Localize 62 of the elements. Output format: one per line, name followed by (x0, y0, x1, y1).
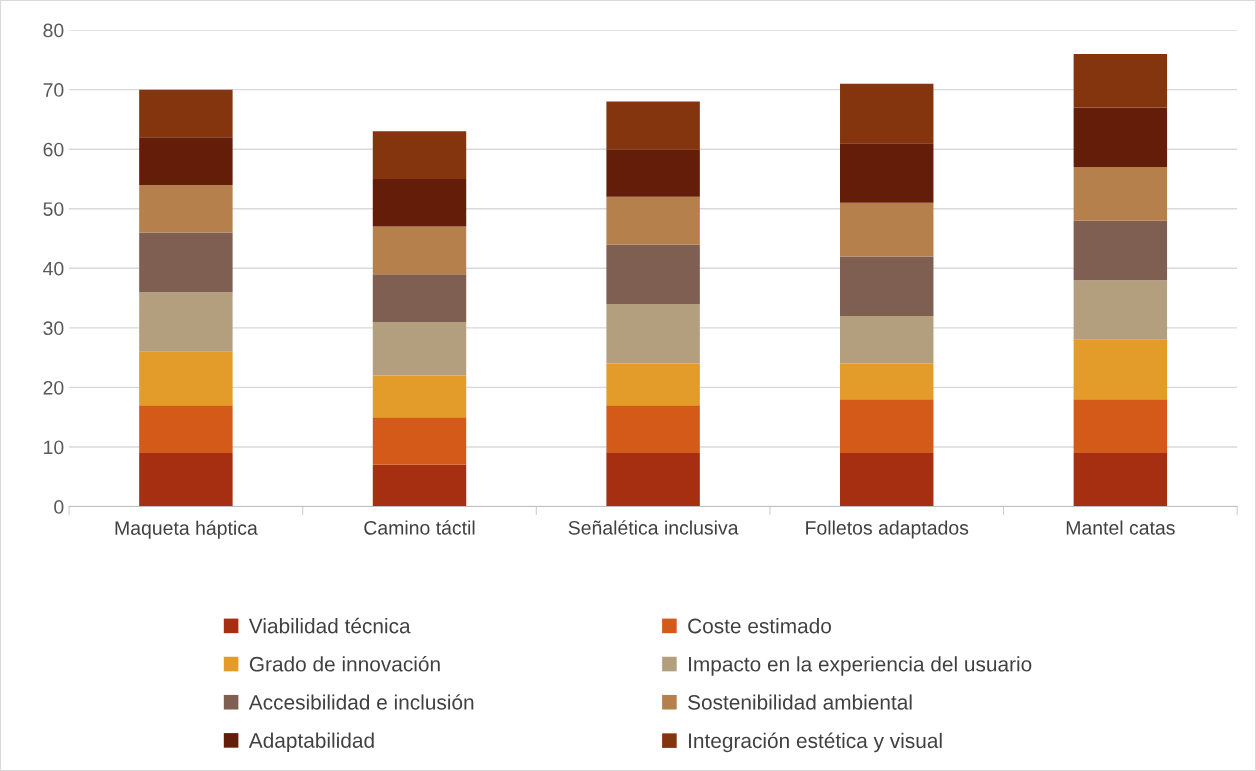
bar (606, 452, 700, 507)
bar (840, 315, 934, 364)
y-tick-label: 0 (54, 500, 64, 514)
bar (372, 375, 467, 418)
legend-label: Impacto en la experiencia del usuario (689, 656, 1032, 676)
bar (139, 452, 233, 507)
bar (840, 399, 934, 453)
bar (372, 131, 467, 179)
bar (1073, 220, 1168, 281)
y-tick-label: 10 (44, 440, 64, 455)
bar (139, 292, 233, 352)
bar (1073, 339, 1168, 400)
bar (139, 184, 233, 233)
bar (372, 464, 467, 507)
bar (139, 405, 233, 453)
bar (1073, 107, 1168, 168)
bar (372, 417, 467, 465)
y-tick-label: 40 (43, 261, 64, 276)
bar (840, 363, 934, 400)
legend-label: Viabilidad técnica (248, 617, 411, 634)
legend-label: Integración estética y visual (689, 732, 942, 753)
bar (1073, 399, 1168, 453)
bar (840, 143, 934, 203)
legend-label: Adaptabilidad (248, 732, 374, 753)
y-tick-label: 20 (43, 380, 64, 395)
x-tick-label: Camino táctil (364, 520, 475, 535)
bar (1073, 452, 1168, 507)
legend-label: Grado de innovación (249, 656, 440, 672)
legend-label: Accesibilidad e inclusión (248, 694, 474, 710)
bar (606, 244, 700, 305)
x-tick-label: Mantel catas (1066, 520, 1175, 535)
bar (139, 351, 233, 406)
bar (1073, 167, 1168, 221)
y-tick-label: 30 (43, 321, 64, 336)
y-tick-label: 50 (43, 202, 64, 216)
x-tick-label: Maqueta háptica (115, 520, 258, 539)
bar (606, 101, 700, 150)
bar (840, 202, 934, 257)
legend-label: Coste estimado (688, 618, 831, 634)
bar (840, 452, 934, 507)
bar (606, 304, 700, 364)
y-tick-label: 60 (43, 142, 64, 157)
bar (372, 274, 467, 322)
bar (606, 405, 700, 453)
bar (606, 149, 700, 197)
bar (840, 256, 934, 316)
x-tick-label: Señalética inclusiva (568, 520, 739, 535)
bar (372, 321, 467, 376)
bar (139, 232, 233, 293)
bar (1073, 280, 1168, 340)
y-tick-label: 80 (43, 23, 64, 38)
bar (372, 226, 467, 275)
bar (606, 363, 700, 406)
y-tick-label: 70 (43, 83, 64, 97)
bar (606, 196, 700, 245)
legend-label: Sostenibilidad ambiental (688, 694, 912, 710)
x-tick-label: Folletos adaptados (806, 520, 969, 539)
bar (139, 89, 233, 138)
bar (840, 83, 934, 144)
bar (1073, 53, 1168, 108)
bar (139, 137, 233, 185)
bar (372, 178, 467, 227)
